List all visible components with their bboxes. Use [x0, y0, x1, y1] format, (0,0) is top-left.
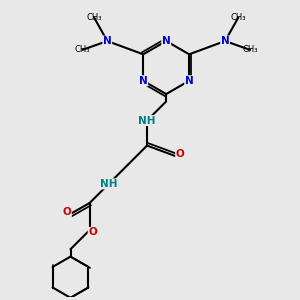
- Text: N: N: [103, 36, 112, 46]
- Text: NH: NH: [100, 179, 118, 189]
- Text: NH: NH: [138, 116, 156, 126]
- Text: O: O: [176, 149, 184, 159]
- Text: N: N: [185, 76, 194, 86]
- Text: N: N: [162, 36, 171, 46]
- Text: CH₃: CH₃: [242, 45, 258, 54]
- Text: N: N: [221, 36, 230, 46]
- Text: CH₃: CH₃: [86, 13, 102, 22]
- Text: O: O: [88, 227, 97, 237]
- Text: N: N: [139, 76, 148, 86]
- Text: CH₃: CH₃: [74, 45, 90, 54]
- Text: O: O: [63, 207, 71, 217]
- Text: CH₃: CH₃: [231, 13, 246, 22]
